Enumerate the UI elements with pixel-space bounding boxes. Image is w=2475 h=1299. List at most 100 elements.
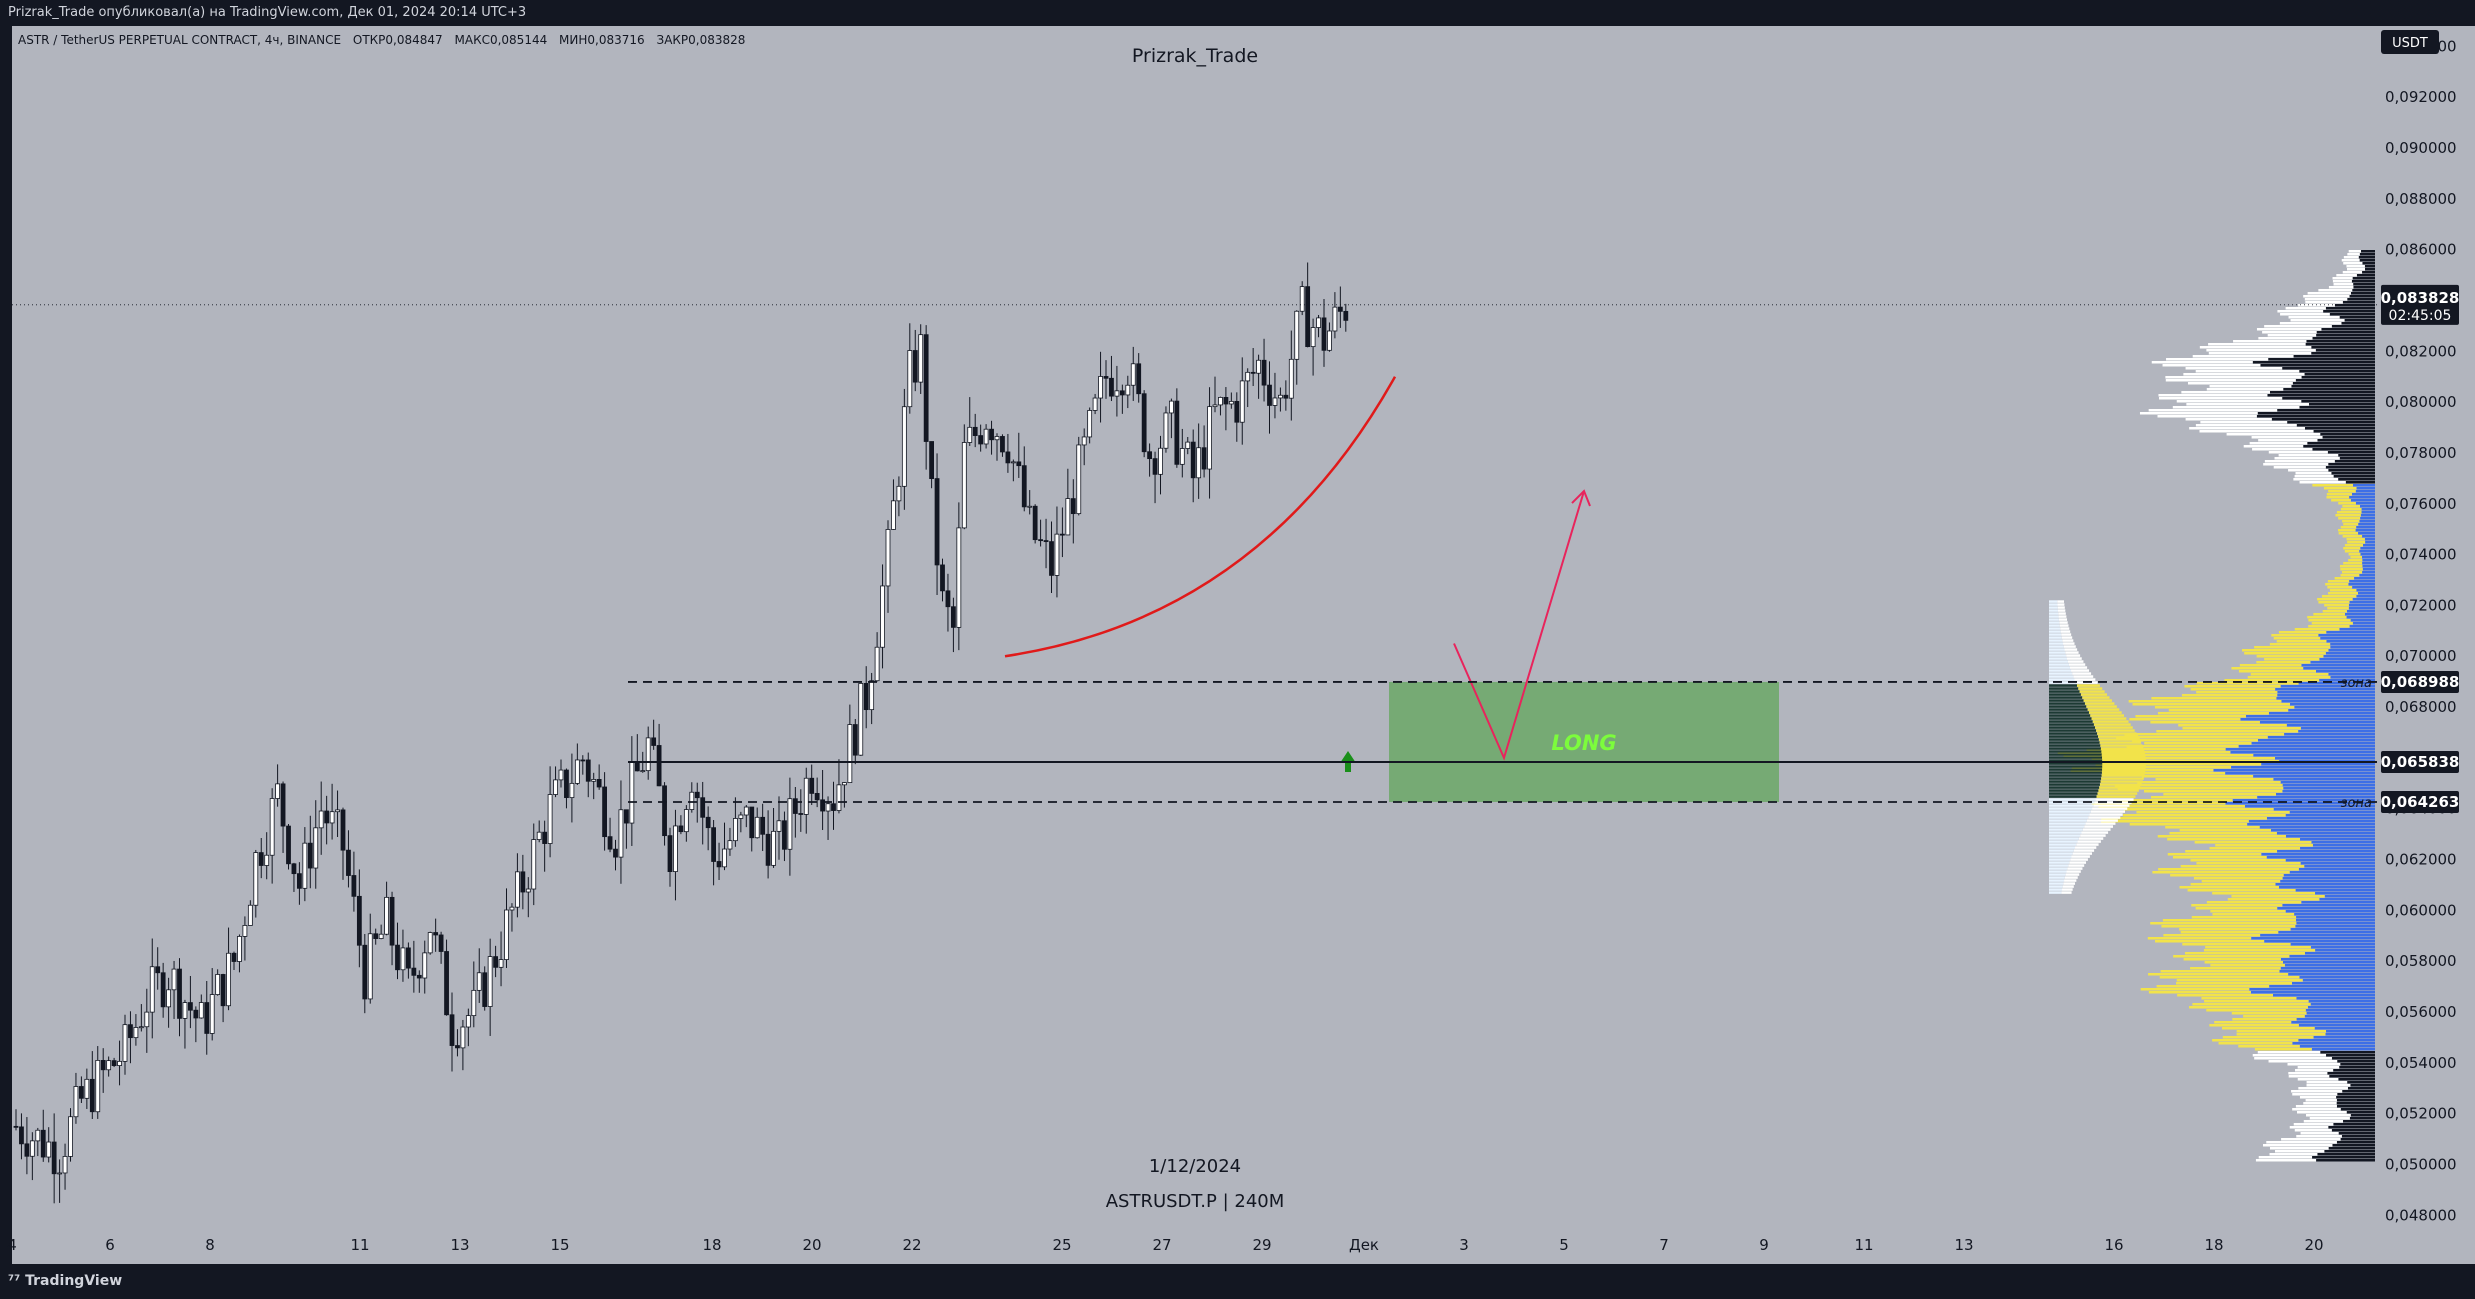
volume-bar-sell [2098, 805, 2245, 808]
volume-bar-buy [2336, 1141, 2375, 1144]
range-profile-bar [2086, 819, 2118, 822]
volume-bar-sell [2342, 571, 2363, 574]
candle-up [1081, 436, 1087, 446]
candle-up [1196, 447, 1202, 479]
volume-bar-sell [2158, 868, 2299, 871]
volume-bar-buy [2362, 535, 2375, 538]
candle-down [111, 1060, 117, 1066]
candle-up [264, 854, 270, 866]
range-profile-bar [2049, 774, 2102, 777]
volume-bar-sell [2336, 274, 2357, 277]
tradingview-logo[interactable]: ⁷⁷ TradingView [0, 1264, 122, 1299]
volume-bar-sell [2129, 718, 2241, 721]
range-profile-bar [2073, 849, 2095, 852]
range-profile-bar [2100, 744, 2143, 747]
volume-bar-buy [2286, 724, 2375, 727]
volume-bar-buy [2282, 367, 2375, 370]
volume-bar-buy [2280, 958, 2375, 961]
range-profile-bar [2057, 603, 2065, 606]
range-profile-bar [2049, 621, 2060, 624]
volume-bar-buy [2292, 982, 2375, 985]
time-tick-label: 13 [1954, 1236, 1973, 1254]
volume-bar-buy [2362, 271, 2375, 274]
volume-bar-sell [2185, 367, 2283, 370]
volume-bar-sell [2297, 1078, 2339, 1081]
volume-bar-buy [2285, 835, 2375, 838]
candle-up [727, 840, 733, 850]
legend-line: ASTR / TetherUS PERPETUAL CONTRACT, 4ч, … [18, 33, 745, 47]
volume-bar-sell [2139, 412, 2258, 415]
volume-bar-sell [2263, 463, 2329, 466]
volume-bar-sell [2205, 946, 2311, 949]
range-profile-bar [2058, 612, 2066, 615]
volume-bar-sell [2299, 481, 2346, 484]
volume-bar-buy [2348, 607, 2375, 610]
volume-bar-buy [2317, 1153, 2375, 1156]
range-profile-bar [2049, 669, 2072, 672]
volume-bar-buy [2293, 355, 2375, 358]
volume-bar-buy [2358, 532, 2375, 535]
volume-bar-buy [2323, 655, 2375, 658]
volume-bar-buy [2320, 637, 2375, 640]
volume-bar-buy [2230, 751, 2375, 754]
volume-bar-sell [2222, 1027, 2315, 1030]
candle-down [940, 564, 945, 592]
range-profile-bar [2063, 882, 2076, 885]
volume-bar-buy [2281, 700, 2375, 703]
candle-down [1152, 458, 1158, 475]
candle-down [1021, 465, 1027, 508]
candle-down [13, 1125, 19, 1128]
volume-bar-buy [2350, 1114, 2375, 1117]
volume-bar-sell [2344, 550, 2360, 553]
volume-bar-buy [2341, 322, 2375, 325]
candle-up [427, 932, 433, 954]
price-axis-pane[interactable] [2377, 26, 2475, 1264]
candle-up [313, 827, 319, 869]
volume-bar-buy [2303, 445, 2375, 448]
volume-bar-sell [2332, 280, 2352, 283]
volume-bar-sell [2184, 685, 2281, 688]
volume-bar-sell [2165, 376, 2302, 379]
range-profile-bar [2049, 666, 2070, 669]
candle-down [651, 737, 657, 746]
candle-down [160, 972, 166, 1008]
chart-pane[interactable] [12, 26, 2377, 1228]
volume-bar-sell [2159, 976, 2300, 979]
candle-down [493, 956, 499, 968]
candle-up [558, 769, 564, 781]
range-profile-bar [2096, 795, 2136, 798]
volume-bar-buy [2323, 310, 2375, 313]
volume-bar-buy [2311, 352, 2375, 355]
candle-up [1087, 410, 1093, 438]
volume-bar-buy [2284, 964, 2375, 967]
candle-down [291, 863, 297, 875]
candle-down [929, 441, 934, 479]
price-tick-label: 0,068000 [2385, 698, 2457, 716]
volume-bar-buy [2278, 931, 2375, 934]
range-profile-bar [2049, 651, 2066, 654]
volume-bar-buy [2283, 874, 2375, 877]
range-profile-bar [2049, 864, 2069, 867]
range-profile-bar [2098, 738, 2140, 741]
volume-bar-buy [2285, 814, 2375, 817]
volume-bar-buy [2365, 541, 2375, 544]
candle-up [378, 933, 384, 939]
publish-line: Prizrak_Trade опубликовал(а) на TradingV… [8, 5, 527, 20]
volume-bar-buy [2312, 448, 2375, 451]
time-axis-pane[interactable] [12, 1228, 2377, 1264]
volume-bar-buy [2315, 670, 2375, 673]
volume-bar-sell [2348, 553, 2361, 556]
candle-up [242, 925, 248, 937]
range-profile-bar [2049, 789, 2099, 792]
candle-up [1130, 363, 1136, 386]
volume-bar-buy [2271, 418, 2375, 421]
volume-bar-buy [2289, 811, 2375, 814]
range-profile-bar [2089, 813, 2123, 816]
volume-bar-buy [2282, 961, 2375, 964]
range-profile-bar [2084, 702, 2115, 705]
volume-bar-buy [2342, 1090, 2375, 1093]
volume-bar-sell [2268, 451, 2328, 454]
volume-bar-buy [2325, 466, 2375, 469]
currency-badge[interactable] [2381, 30, 2439, 54]
